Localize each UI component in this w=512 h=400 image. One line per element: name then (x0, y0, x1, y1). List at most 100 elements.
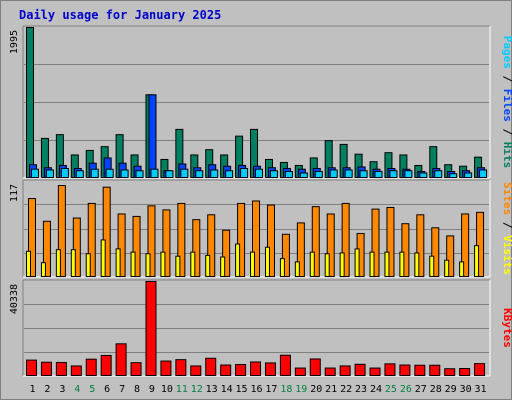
sites-bar (26, 250, 31, 277)
visits-bar (341, 202, 350, 277)
visits-bar (461, 213, 470, 278)
kbytes-bar (26, 359, 37, 377)
chart-title: Daily usage for January 2025 (19, 8, 221, 22)
pages-bar (45, 169, 54, 178)
visits-bar (311, 206, 320, 278)
day-tick-label: 26 (400, 384, 412, 395)
visits-bar (162, 209, 171, 278)
visits-bar (386, 206, 395, 278)
day-tick-label: 4 (74, 384, 80, 395)
visits-bar (281, 233, 290, 277)
visits-bar (102, 186, 111, 277)
pages-bar (210, 169, 219, 178)
kbytes-bar (369, 367, 381, 376)
sites-bar (369, 251, 375, 277)
pages-bar (464, 172, 473, 179)
visits-bar (42, 220, 51, 278)
sites-bar (429, 255, 435, 278)
pages-bar (389, 170, 398, 178)
day-tick-label: 22 (340, 384, 352, 395)
pages-bar (449, 173, 458, 178)
kbytes-bar (40, 361, 52, 376)
kbytes-bar (399, 364, 411, 377)
pages-bar (479, 169, 488, 178)
sites-bar (354, 248, 360, 277)
day-tick-label: 30 (460, 384, 472, 395)
sites-bar (160, 251, 166, 277)
kbytes-bar (474, 363, 486, 376)
sites-bar (264, 246, 270, 277)
pages-bar (314, 170, 323, 178)
kbytes-bar (220, 364, 232, 377)
kbytes-bar (264, 362, 276, 376)
sites-bar (130, 251, 136, 277)
day-tick-label: 19 (295, 384, 307, 395)
visits-bar (57, 185, 66, 277)
day-tick-label: 8 (134, 384, 140, 395)
pages-bar (225, 170, 234, 178)
sites-bar (55, 249, 61, 277)
visits-bar (72, 217, 81, 278)
day-tick-label: 20 (310, 384, 322, 395)
visits-axis-label: Sites / Visits (501, 182, 512, 275)
day-tick-label: 18 (280, 384, 292, 395)
kbytes-bar (414, 364, 426, 377)
kbytes-bar (429, 364, 441, 377)
sites-bar (250, 251, 256, 277)
kbytes-bar (190, 365, 202, 377)
visits-bar (147, 205, 156, 278)
hits-bar (26, 27, 34, 178)
sites-bar (309, 251, 315, 277)
day-tick-label: 13 (206, 384, 218, 395)
kbytes-bar (250, 361, 262, 377)
pages-bar (120, 169, 129, 178)
sites-bar (399, 251, 405, 277)
visits-bar (177, 202, 186, 277)
day-tick-label: 7 (119, 384, 125, 395)
pages-bar (284, 170, 293, 178)
day-tick-label: 16 (250, 384, 262, 395)
day-tick-label: 29 (445, 384, 457, 395)
pages-bar (255, 168, 264, 179)
pages-bar (31, 168, 39, 179)
day-tick-label: 31 (475, 384, 487, 395)
kbytes-bar (444, 368, 456, 376)
day-tick-label: 14 (221, 384, 233, 395)
pages-bar (434, 170, 443, 178)
pages-bar (240, 167, 249, 179)
hits-max-label: 1995 (9, 30, 20, 54)
pages-bar (90, 168, 99, 179)
day-tick-label: 28 (430, 384, 442, 395)
kbytes-bar (145, 281, 157, 376)
kbytes-bar (235, 364, 247, 376)
day-tick-label: 21 (325, 384, 337, 395)
visits-bar (132, 215, 141, 278)
pages-bar (419, 172, 428, 179)
kbytes-bar (55, 361, 67, 376)
sites-bar (384, 251, 390, 277)
hits-axis-label-part: Files (501, 89, 512, 122)
sites-bar (40, 262, 46, 278)
day-tick-label: 24 (370, 384, 382, 395)
pages-bar (180, 168, 189, 179)
kbytes-bar (100, 354, 112, 377)
kbytes-axis-label-part: KBytes (501, 308, 512, 348)
pages-bar (359, 170, 368, 178)
visits-bar (28, 198, 36, 277)
pages-bar (195, 170, 204, 178)
hits-axis-label-part: / (501, 69, 512, 89)
hits-axis-label-part: Hits (501, 142, 512, 169)
day-tick-label: 17 (265, 384, 277, 395)
sites-bar (100, 239, 106, 277)
kbytes-bar (354, 363, 366, 376)
kbytes-axis-label: KBytes (501, 308, 512, 348)
visits-bar (476, 211, 485, 278)
kbytes-bar (175, 359, 187, 377)
kbytes-bar (324, 367, 336, 376)
kbytes-bar (294, 367, 306, 376)
pages-bar (60, 167, 69, 179)
day-tick-label: 23 (355, 384, 367, 395)
visits-bar (117, 213, 126, 278)
visits-bar (192, 219, 201, 278)
